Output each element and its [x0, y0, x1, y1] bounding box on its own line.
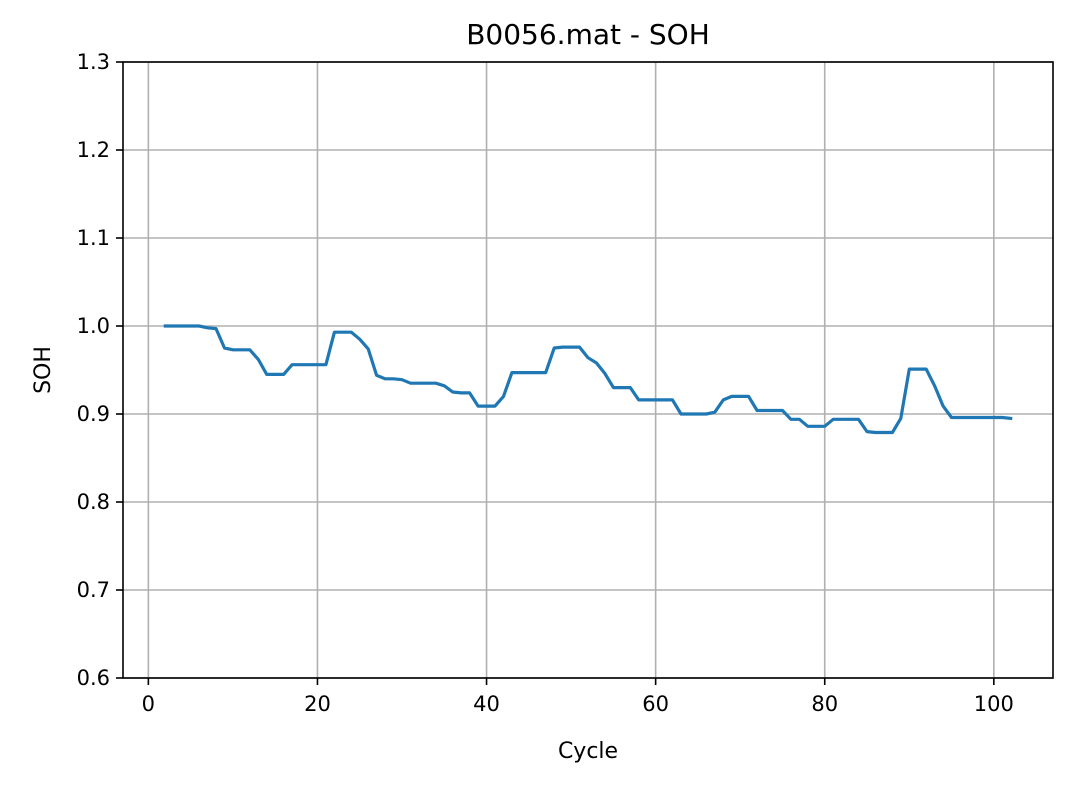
chart-title: B0056.mat - SOH — [466, 18, 710, 51]
x-axis-label: Cycle — [558, 739, 618, 764]
x-tick-label: 40 — [473, 692, 500, 716]
x-tick-label: 100 — [974, 692, 1014, 716]
plot-area-frame — [122, 61, 1054, 679]
x-tick-label: 60 — [642, 692, 669, 716]
x-tick-label: 20 — [304, 692, 331, 716]
y-axis-label: SOH — [31, 346, 56, 394]
y-tick-label: 0.9 — [77, 402, 110, 426]
x-tick-label: 80 — [811, 692, 838, 716]
axis-ticks: 0 20 40 60 80 100 0.6 0.7 0.8 0.9 1.0 1.1 1.2 1.3 — [77, 50, 1014, 716]
y-tick-label: 0.8 — [77, 490, 110, 514]
y-tick-label: 1.1 — [77, 226, 110, 250]
y-tick-label: 0.7 — [77, 578, 110, 602]
series-layer — [163, 324, 1013, 435]
soh-series-line — [163, 324, 1013, 435]
y-tick-label: 0.6 — [77, 666, 110, 690]
y-tick-label: 1.3 — [77, 50, 110, 74]
x-tick-label: 0 — [142, 692, 155, 716]
y-tick-label: 1.2 — [77, 138, 110, 162]
y-tick-label: 1.0 — [77, 314, 110, 338]
